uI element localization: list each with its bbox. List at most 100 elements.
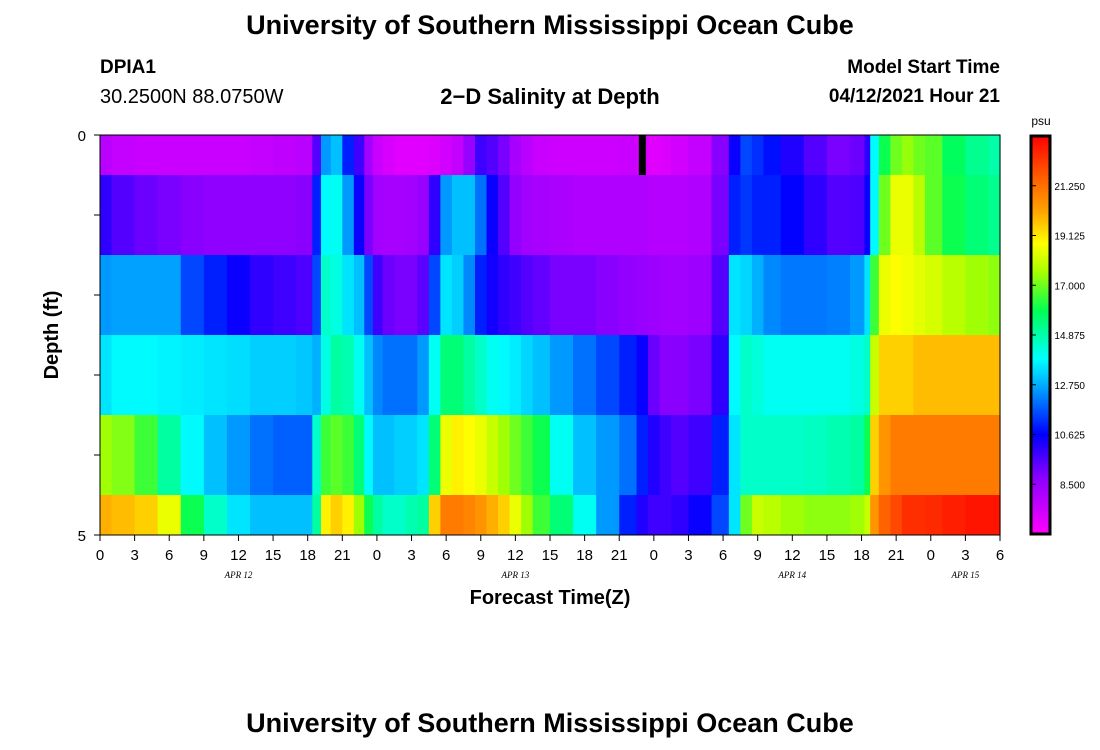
heatmap-cell — [870, 495, 880, 536]
heatmap-cell — [320, 175, 332, 256]
heatmap-cell — [498, 415, 511, 496]
heatmap-cell — [864, 175, 871, 256]
heatmap-cell — [428, 495, 441, 536]
colorbar-tick-label: 21.250 — [1054, 182, 1085, 193]
heatmap-cell — [988, 175, 1001, 256]
x-tick-label: 15 — [265, 547, 282, 564]
heatmap-cell — [486, 175, 499, 256]
heatmap-cell — [573, 175, 597, 256]
heatmap-cell — [372, 415, 384, 496]
heatmap-cell — [250, 495, 274, 536]
heatmap-cell — [312, 335, 322, 416]
heatmap-cell — [803, 135, 828, 176]
heatmap-cell — [475, 175, 488, 256]
heatmap-cell — [451, 335, 465, 416]
heatmap-cell — [878, 495, 891, 536]
heatmap-cell — [463, 175, 476, 256]
heatmap-cell — [763, 335, 782, 416]
heatmap-cell — [475, 335, 488, 416]
heatmap-cell — [353, 415, 365, 496]
x-day-label: APR 12 — [224, 570, 253, 580]
heatmap-cell — [688, 495, 713, 536]
heatmap-cell — [596, 135, 620, 176]
x-tick-label: 21 — [611, 547, 628, 564]
heatmap-cell — [486, 255, 499, 336]
footer-title: University of Southern Mississippi Ocean… — [246, 708, 854, 738]
heatmap-cell — [550, 135, 574, 176]
heatmap-cell — [596, 335, 620, 416]
heatmap-cell — [342, 415, 355, 496]
heatmap-cell — [273, 255, 297, 336]
heatmap-cell — [826, 495, 851, 536]
heatmap-cell — [394, 175, 407, 256]
heatmap-cell — [636, 495, 649, 536]
heatmap-cell — [405, 335, 418, 416]
x-tick-label: 9 — [754, 547, 762, 564]
heatmap-cell — [342, 255, 355, 336]
heatmap-cell — [671, 495, 690, 536]
heatmap-cell — [417, 415, 430, 496]
x-tick-label: 15 — [819, 547, 836, 564]
heatmap-cell — [751, 135, 765, 176]
heatmap-cell — [803, 335, 828, 416]
heatmap-cell — [203, 495, 228, 536]
heatmap-cell — [780, 335, 805, 416]
heatmap-cell — [659, 135, 672, 176]
heatmap-cell — [532, 175, 551, 256]
heatmap-cell — [372, 495, 384, 536]
colorbar-tick-label: 14.875 — [1054, 331, 1085, 342]
heatmap-cell — [636, 415, 649, 496]
heatmap-cell — [372, 335, 384, 416]
heatmap-cell — [850, 415, 866, 496]
heatmap-cell — [648, 495, 661, 536]
colorbar-tick-label: 12.750 — [1054, 381, 1085, 392]
heatmap-cell — [728, 495, 741, 536]
heatmap-cell — [312, 495, 322, 536]
heatmap-cell — [803, 415, 828, 496]
heatmap-cell — [320, 415, 332, 496]
heatmap-cell — [226, 335, 251, 416]
heatmap-cell — [250, 415, 274, 496]
heatmap-cell — [901, 255, 915, 336]
heatmap-cell — [751, 335, 765, 416]
heatmap-cell — [596, 415, 620, 496]
heatmap-cell — [111, 255, 136, 336]
x-day-label: APR 15 — [951, 570, 980, 580]
heatmap-cell — [330, 175, 343, 256]
chart-subtitle: 2−D Salinity at Depth — [440, 84, 660, 109]
heatmap-cell — [550, 495, 574, 536]
heatmap-cell — [671, 335, 690, 416]
heatmap-cell — [864, 135, 871, 176]
heatmap-cell — [100, 415, 113, 496]
heatmap-cell — [451, 495, 465, 536]
heatmap-cell — [364, 495, 374, 536]
heatmap-cell — [573, 335, 597, 416]
heatmap-cell — [688, 415, 713, 496]
heatmap-cell — [296, 255, 313, 336]
heatmap-cell — [330, 335, 343, 416]
heatmap-cell — [688, 135, 713, 176]
heatmap-cell — [671, 415, 690, 496]
heatmap-cell — [330, 415, 343, 496]
heatmap-cell — [382, 335, 395, 416]
heatmap-cell — [372, 255, 384, 336]
heatmap-cell — [659, 335, 672, 416]
heatmap-cell — [353, 335, 365, 416]
heatmap-cell — [498, 135, 511, 176]
heatmap-cell — [826, 255, 851, 336]
heatmap-cell — [913, 255, 926, 336]
heatmap-cell — [550, 255, 574, 336]
heatmap-cell — [521, 335, 534, 416]
heatmap-cell — [671, 175, 690, 256]
x-tick-label: 6 — [165, 547, 173, 564]
heatmap-cell — [134, 495, 159, 536]
heatmap-cell — [180, 255, 205, 336]
heatmap-cell — [100, 175, 113, 256]
heatmap-cell — [521, 255, 534, 336]
heatmap-cell — [988, 495, 1001, 536]
heatmap-cell — [619, 415, 638, 496]
heatmap-cell — [740, 135, 753, 176]
heatmap-cell — [728, 255, 741, 336]
heatmap-cell — [486, 335, 499, 416]
heatmap-cell — [942, 175, 966, 256]
